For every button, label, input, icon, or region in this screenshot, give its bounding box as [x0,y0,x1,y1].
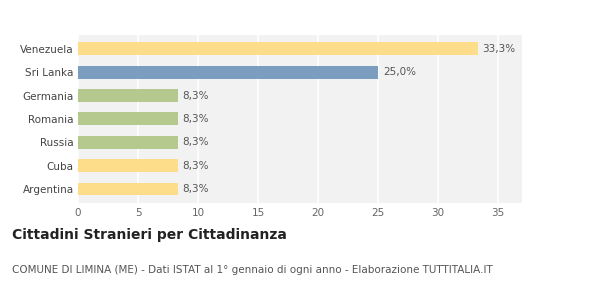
Text: 8,3%: 8,3% [182,184,209,194]
Bar [78,182,178,195]
Text: 25,0%: 25,0% [383,67,416,77]
Text: 33,3%: 33,3% [482,44,515,54]
Text: 8,3%: 8,3% [182,90,209,101]
Bar [78,66,378,79]
Text: 8,3%: 8,3% [182,161,209,171]
Text: 8,3%: 8,3% [182,137,209,147]
Text: COMUNE DI LIMINA (ME) - Dati ISTAT al 1° gennaio di ogni anno - Elaborazione TUT: COMUNE DI LIMINA (ME) - Dati ISTAT al 1°… [12,264,493,275]
Bar [78,159,178,172]
Bar [78,136,178,149]
Bar [78,42,478,55]
Text: 8,3%: 8,3% [182,114,209,124]
Bar [78,113,178,125]
Text: Cittadini Stranieri per Cittadinanza: Cittadini Stranieri per Cittadinanza [12,228,287,242]
Bar [78,89,178,102]
